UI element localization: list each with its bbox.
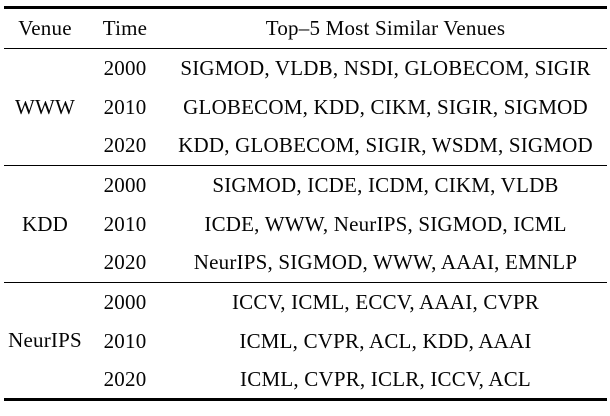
table-row: 2010 GLOBECOM, KDD, CIKM, SIGIR, SIGMOD [4,88,607,127]
similar-venues-cell: ICML, CVPR, ACL, KDD, AAAI [239,328,532,353]
time-cell: 2000 [103,289,147,314]
table-row: 2020 NeurIPS, SIGMOD, WWW, AAAI, EMNLP [4,244,607,283]
time-cell: 2020 [103,366,147,391]
similar-venues-cell: ICML, CVPR, ICLR, ICCV, ACL [240,366,531,391]
similar-venues-cell: ICDE, WWW, NeurIPS, SIGMOD, ICML [204,211,567,236]
similar-venues-cell: SIGMOD, VLDB, NSDI, GLOBECOM, SIGIR [180,55,591,80]
table-header: Venue Time Top–5 Most Similar Venues [4,8,607,49]
time-cell: 2010 [103,211,147,236]
similar-venues-cell: KDD, GLOBECOM, SIGIR, WSDM, SIGMOD [178,133,593,158]
table-row: KDD 2000 SIGMOD, ICDE, ICDM, CIKM, VLDB [4,166,607,236]
table-row: WWW 2000 SIGMOD, VLDB, NSDI, GLOBECOM, S… [4,49,607,119]
table-row: 2020 KDD, GLOBECOM, SIGIR, WSDM, SIGMOD [4,127,607,166]
similar-venues-cell: SIGMOD, ICDE, ICDM, CIKM, VLDB [212,172,559,197]
time-cell: 2010 [103,94,147,119]
similar-venues-cell: GLOBECOM, KDD, CIKM, SIGIR, SIGMOD [183,94,588,119]
venue-group-kdd: KDD 2000 SIGMOD, ICDE, ICDM, CIKM, VLDB … [4,166,607,283]
time-cell: 2010 [103,328,147,353]
venue-group-www: WWW 2000 SIGMOD, VLDB, NSDI, GLOBECOM, S… [4,49,607,166]
venue-label-kdd: KDD [21,211,69,236]
time-cell: 2000 [103,172,147,197]
time-cell: 2020 [103,133,147,158]
col-header-venue: Venue [18,16,72,40]
col-header-time: Time [102,16,148,40]
time-cell: 2020 [103,250,147,275]
similar-venues-table: Venue Time Top–5 Most Similar Venues WWW… [4,6,607,401]
time-cell: 2000 [103,55,147,80]
table-row: 2010 ICDE, WWW, NeurIPS, SIGMOD, ICML [4,205,607,244]
col-header-top5: Top–5 Most Similar Venues [265,16,506,40]
venue-group-neurips: NeurIPS 2000 ICCV, ICML, ECCV, AAAI, CVP… [4,283,607,400]
venue-label-neurips: NeurIPS [8,328,82,352]
table-row: 2020 ICML, CVPR, ICLR, ICCV, ACL [4,361,607,400]
venue-label-www: WWW [14,94,76,119]
header-row: Venue Time Top–5 Most Similar Venues [4,8,607,49]
table-row: 2010 ICML, CVPR, ACL, KDD, AAAI [4,322,607,361]
similar-venues-cell: NeurIPS, SIGMOD, WWW, AAAI, EMNLP [193,250,578,275]
similar-venues-cell: ICCV, ICML, ECCV, AAAI, CVPR [231,289,540,314]
table-row: NeurIPS 2000 ICCV, ICML, ECCV, AAAI, CVP… [4,283,607,352]
